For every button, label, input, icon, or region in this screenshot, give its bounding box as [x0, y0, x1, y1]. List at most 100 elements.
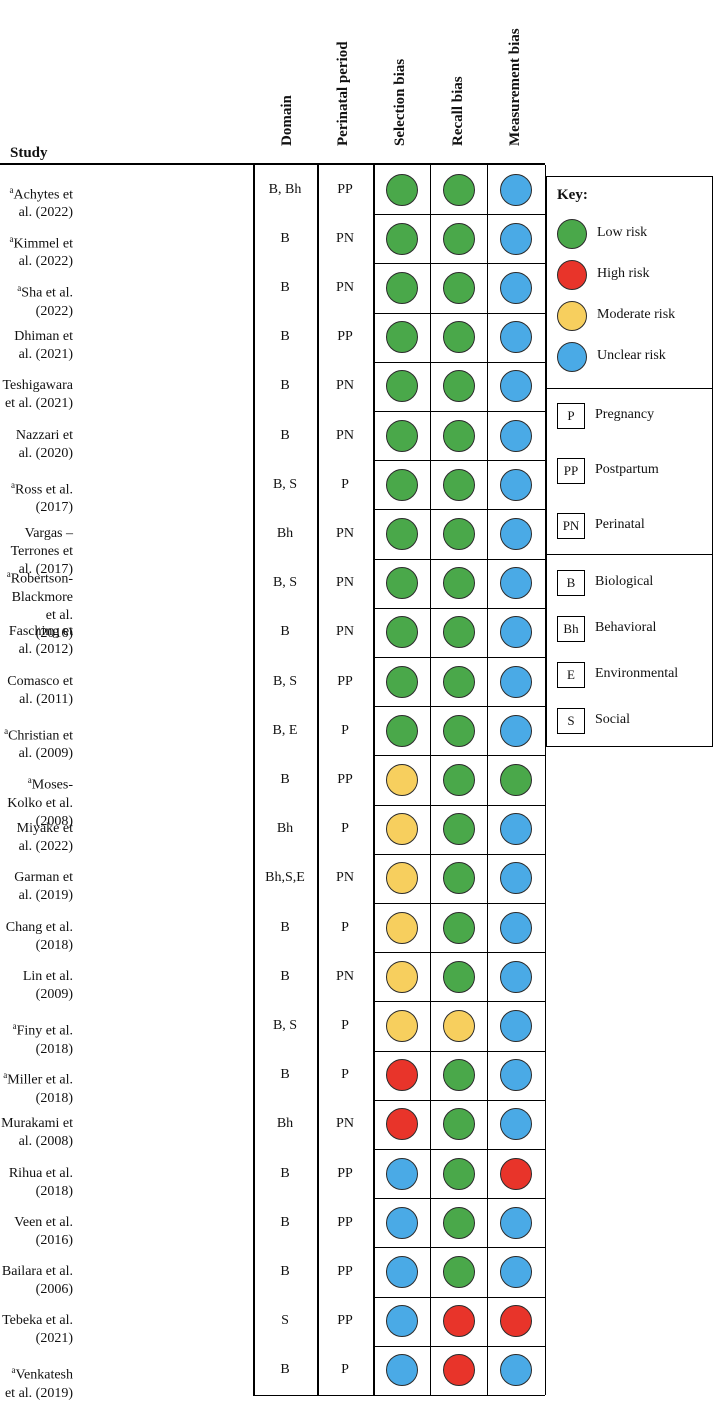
- selection-bias-dot: [386, 518, 418, 550]
- selection-bias-dot: [386, 1059, 418, 1092]
- selection-bias-dot: [386, 714, 418, 747]
- row-divider: [373, 1149, 545, 1150]
- domain-cell: S: [281, 1313, 289, 1329]
- key-domain-abbr: Bh: [557, 616, 585, 642]
- study-column-header: Study: [10, 145, 48, 161]
- measurement-bias-dot: [500, 1059, 532, 1092]
- row-divider: [373, 263, 545, 265]
- measurement-bias-dot: [500, 1305, 532, 1338]
- period-cell: P: [341, 821, 349, 837]
- domain-cell: B, S: [272, 673, 298, 689]
- measurement-bias-dot: [500, 616, 532, 649]
- study-name: aAchytes et al. (2022): [0, 181, 73, 223]
- key-separator: [547, 388, 712, 389]
- footnote-marker: a: [6, 569, 11, 580]
- key-period-label: Postpartum: [595, 462, 659, 477]
- domain-cell: B: [280, 329, 290, 345]
- row-divider: [373, 903, 545, 904]
- key-high-risk-label: High risk: [597, 266, 650, 281]
- period-cell: PP: [337, 1313, 353, 1329]
- study-name-text: Chang et al. (2018): [5, 919, 73, 953]
- measurement-bias-dot: [500, 518, 532, 550]
- key-period-abbr: P: [557, 403, 585, 429]
- recall-bias-dot: [443, 370, 475, 403]
- study-name-text: Bailara et al. (2006): [1, 1264, 73, 1297]
- period-cell: PN: [336, 427, 354, 443]
- key-low-risk-label: Low risk: [597, 225, 648, 240]
- key-period-abbr: PN: [557, 513, 585, 539]
- study-name-text: Tebeka et al. (2021): [2, 1313, 73, 1347]
- period-cell: P: [341, 1067, 349, 1083]
- domain-cell: B, S: [272, 1018, 298, 1033]
- study-name: Miyake et al. (2022): [0, 820, 73, 856]
- study-name: Tebeka et al. (2021): [0, 1312, 73, 1348]
- period-cell: P: [341, 919, 349, 935]
- recall-bias-dot: [443, 714, 475, 747]
- column-divider: [545, 165, 546, 1395]
- study-name: aRobertson-Blackmore et al. (2016): [0, 565, 73, 643]
- column-divider: [487, 165, 488, 1395]
- study-name-text: Achytes et al. (2022): [13, 187, 73, 221]
- study-name: Fasching et al. (2012): [0, 623, 73, 659]
- key-unclear-risk-label: Unclear risk: [597, 348, 666, 363]
- recall-bias-dot: [443, 321, 475, 354]
- measurement-bias-dot: [500, 272, 532, 304]
- study-name: aKimmel et al. (2022): [0, 230, 74, 272]
- row-divider: [373, 1247, 545, 1249]
- selection-bias-dot: [386, 419, 418, 452]
- selection-bias-dot: [386, 960, 418, 993]
- key-separator: [547, 554, 712, 555]
- footnote-marker: a: [11, 1365, 16, 1376]
- column-divider: [253, 165, 255, 1395]
- row-divider: [373, 1001, 545, 1003]
- period-cell: PP: [337, 1264, 353, 1279]
- key-period-label: Pregnancy: [595, 407, 655, 422]
- row-divider: [373, 1198, 545, 1200]
- recall-bias-dot: [443, 862, 475, 895]
- recall-bias-dot: [443, 567, 475, 600]
- domain-cell: B: [280, 280, 290, 295]
- recall-bias-dot: [443, 1305, 475, 1338]
- domain-cell: B: [280, 919, 290, 935]
- study-name: Dhiman et al. (2021): [0, 328, 73, 364]
- domain-cell: B: [280, 378, 290, 394]
- study-name: Vargas – Terrones et al. (2017): [0, 525, 73, 579]
- measurement-bias-dot: [500, 862, 532, 895]
- measurement-bias-dot: [500, 321, 532, 354]
- recall-bias-dot: [443, 911, 475, 944]
- recall-bias-dot: [443, 222, 475, 255]
- period-cell: P: [341, 1362, 349, 1378]
- study-name-text: Christian et al. (2009): [8, 728, 73, 762]
- study-name-text: Lin et al. (2009): [22, 968, 73, 1002]
- measurement-bias-dot: [500, 813, 532, 846]
- selection-bias-dot: [386, 272, 418, 304]
- measurement-bias-dot: [500, 370, 532, 403]
- footnote-marker: a: [17, 283, 22, 293]
- row-divider: [373, 706, 545, 708]
- column-divider: [317, 165, 319, 1395]
- study-name-text: Murakami et al. (2008): [1, 1116, 73, 1150]
- recall-bias-dot: [443, 1059, 475, 1092]
- study-name-text: Finy et al. (2018): [16, 1023, 73, 1057]
- footnote-marker: a: [11, 479, 16, 490]
- domain-cell: B: [280, 230, 290, 246]
- header-rule: [0, 163, 545, 165]
- domain-cell: B: [280, 427, 290, 443]
- key-domain-label: Behavioral: [595, 620, 657, 635]
- measurement-bias-dot: [500, 1010, 532, 1042]
- period-cell: PN: [336, 575, 354, 591]
- column-divider: [430, 165, 431, 1395]
- key-domain-label: Environmental: [595, 666, 679, 681]
- domain-cell: B: [280, 1165, 290, 1181]
- row-divider: [373, 804, 545, 806]
- row-divider: [373, 214, 545, 216]
- study-name-text: Miller et al. (2018): [7, 1072, 73, 1106]
- period-cell: PP: [337, 1165, 353, 1181]
- measurement-bias-dot: [500, 222, 532, 255]
- study-name: aMiller et al. (2018): [0, 1066, 73, 1108]
- selection-bias-dot: [386, 1305, 418, 1338]
- domain-cell: Bh: [276, 526, 294, 541]
- recall-bias-dot: [443, 518, 475, 550]
- row-divider: [373, 361, 545, 363]
- study-name-text: Fasching et al. (2012): [8, 624, 73, 658]
